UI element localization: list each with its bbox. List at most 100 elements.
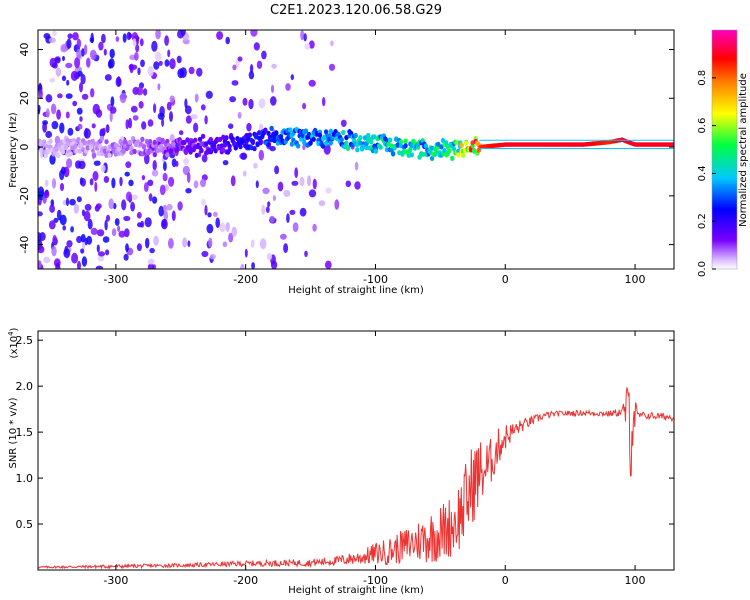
noise-speckle [193,122,199,133]
noise-speckle [255,180,259,189]
noise-speckle [43,256,51,264]
noise-speckle [119,176,123,187]
noise-speckle [261,50,267,60]
noise-speckle [324,260,332,269]
signal-mark [154,143,159,149]
noise-speckle [65,197,70,207]
noise-speckle [201,154,208,163]
noise-speckle [103,48,107,56]
noise-speckle [123,253,129,261]
noise-speckle [65,62,73,69]
noise-speckle [50,103,57,115]
noise-speckle [186,172,191,183]
noise-speckle [114,218,120,226]
noise-speckle [147,263,155,269]
noise-speckle [183,157,190,165]
noise-speckle [225,36,230,45]
noise-speckle [67,127,74,136]
spectrogram-y-ticks: -40 -20 0 20 40 [18,43,674,254]
signal-mark [197,136,203,142]
noise-speckle [261,204,266,215]
signal-mark [91,152,97,159]
noise-speckle [124,228,130,238]
noise-speckle [277,181,284,192]
signal-mark [447,148,452,154]
signal-mark [60,149,66,155]
y-tick-label: -40 [18,236,31,254]
snr-marks [38,387,674,570]
signal-mark [464,140,469,146]
noise-speckle [129,63,134,74]
noise-speckle [185,115,192,124]
signal-mark [459,142,464,148]
signal-mark [345,145,351,151]
signal-mark [214,136,220,142]
noise-speckle [131,194,138,201]
noise-speckle [169,58,176,70]
colorbar-tick-label: 0.6 [697,118,708,134]
snr-x-ticks: -300 -200 -100 0 100 [103,331,646,587]
noise-speckle [149,247,155,254]
signal-mark [409,152,414,158]
signal-mark [333,129,338,135]
noise-speckle [304,250,308,257]
noise-speckle [38,260,42,269]
y-tick-label: 40 [18,43,31,57]
noise-speckle [62,199,67,206]
signal-mark [423,143,428,149]
noise-speckle [168,176,175,187]
signal-mark [258,138,263,144]
x-tick-label: -100 [363,574,388,587]
noise-speckle [86,235,93,245]
noise-speckle [157,112,165,120]
noise-speckle [52,30,57,36]
noise-speckle [175,160,179,167]
x-tick-label: -100 [363,273,388,286]
signal-mark [403,138,408,144]
noise-speckle [147,65,154,77]
colorbar-gradient [711,29,738,270]
noise-speckle [184,98,188,109]
noise-speckle [48,220,56,230]
signal-mark [378,144,383,150]
figure-title: C2E1.2023.120.06.58.G29 [270,3,442,18]
noise-speckle [134,51,139,61]
spectrogram-x-ticks: -300 -200 -100 0 100 [103,30,646,286]
noise-speckle [177,30,184,39]
noise-speckle [270,96,277,106]
noise-speckle [161,118,165,127]
noise-speckle [318,200,326,207]
noise-speckle [308,189,317,198]
noise-speckle [163,161,167,172]
noise-speckle [177,201,183,211]
noise-speckle [97,251,106,257]
signal-mark [224,135,229,141]
signal-mark [171,141,176,147]
noise-speckle [153,103,157,114]
noise-speckle [91,123,96,129]
signal-mark [63,144,69,150]
snr-series-line [38,387,674,570]
snr-y-ticks: 0.5 1.0 1.5 2.0 2.5 [16,334,674,531]
signal-mark [263,127,268,133]
noise-speckle [289,209,296,215]
noise-speckle [38,89,43,99]
noise-speckle [259,238,267,250]
noise-speckle [258,123,264,132]
noise-speckle [248,70,255,80]
noise-speckle [104,74,112,81]
signal-mark [266,130,271,136]
noise-speckle [80,248,85,254]
noise-speckle [76,38,82,49]
noise-speckle [110,96,115,107]
noise-speckle [300,30,305,41]
noise-speckle [70,226,74,233]
signal-mark [420,151,425,157]
noise-speckle [51,178,57,189]
noise-speckle [66,158,73,169]
noise-speckle [204,115,208,125]
signal-mark [288,127,293,133]
noise-speckle [124,171,130,177]
noise-speckle [51,120,59,130]
noise-speckle [52,234,57,245]
